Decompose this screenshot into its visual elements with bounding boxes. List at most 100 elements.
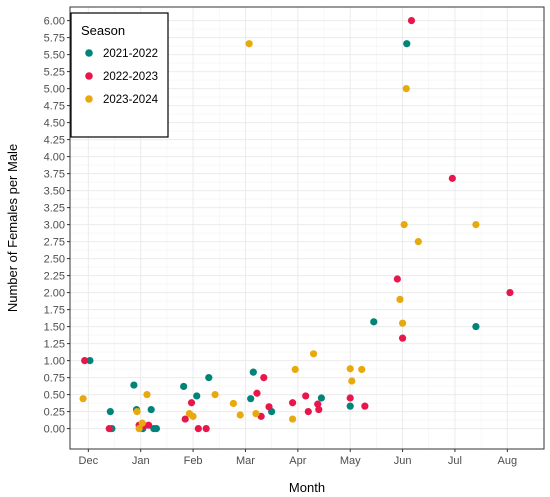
x-tick-label: Feb [184,455,203,467]
y-tick-label: 2.50 [44,254,65,266]
x-tick-label: Jul [448,455,462,467]
data-points [79,17,514,433]
y-tick-label: 5.75 [44,33,65,45]
data-point [106,408,114,416]
y-tick-label: 5.00 [44,84,65,96]
data-point [133,408,141,416]
data-point [144,421,153,429]
data-point [260,374,268,382]
data-point [187,399,196,407]
x-tick-label: Mar [236,455,255,467]
data-point [180,382,188,391]
data-point [181,415,189,423]
legend-label: 2022-2023 [103,71,158,83]
data-point [414,238,422,246]
y-tick-label: 0.75 [44,373,65,385]
y-tick-label: 3.00 [44,220,65,232]
x-tick-label: Dec [79,455,99,467]
x-tick-label: May [340,455,361,467]
data-point [304,408,312,416]
data-point [105,425,113,433]
data-point [247,395,255,403]
y-tick-label: 4.75 [44,101,65,113]
data-point [291,365,299,374]
y-tick-label: 6.00 [44,16,65,28]
legend-key [85,72,93,80]
y-tick-label: 2.25 [44,271,65,283]
data-point [229,399,238,408]
data-point [79,395,87,403]
legend-label: 2023-2024 [103,94,159,106]
data-point [317,394,326,402]
series-2021-2022 [86,40,480,433]
x-tick-label: Apr [289,455,306,467]
data-point [358,365,366,374]
legend-key [85,95,93,103]
y-tick-label: 5.25 [44,67,65,79]
data-point [193,392,201,400]
data-point [194,425,202,433]
data-point [309,350,318,358]
y-tick-label: 1.75 [44,305,65,317]
y-tick-label: 0.50 [44,390,65,402]
data-point [472,323,480,331]
y-tick-label: 2.75 [44,237,65,249]
legend-key [85,49,93,57]
y-tick-label: 0.25 [44,407,65,419]
x-tick-label: Jan [132,455,150,467]
data-point [346,402,354,410]
data-point [302,392,310,400]
data-point [370,318,378,326]
data-point [288,415,297,423]
data-point [143,391,151,399]
data-point [202,425,210,433]
data-point [211,391,219,399]
data-point [403,40,411,48]
y-tick-label: 1.25 [44,339,65,351]
x-axis: Dec Jan Feb Mar Apr May Jun Jul Aug [79,449,518,467]
data-point [252,410,260,418]
data-point [265,403,273,411]
data-point [346,394,354,402]
y-tick-label: 5.50 [44,50,65,62]
y-tick-label: 1.50 [44,322,65,334]
data-point [407,17,416,25]
y-tick-label: 2.00 [44,288,65,300]
x-axis-title: Month [289,480,325,495]
y-tick-label: 4.25 [44,135,65,147]
data-point [152,425,161,433]
y-tick-label: 4.50 [44,118,65,130]
data-point [205,374,213,382]
y-tick-label: 4.00 [44,152,65,164]
data-point [288,399,297,407]
y-tick-label: 3.75 [44,169,65,181]
data-point [189,412,197,420]
x-tick-label: Jun [394,455,412,467]
data-point [135,425,143,433]
grid-lines [70,7,544,449]
data-point [130,381,138,389]
data-point [314,400,322,408]
data-point [245,40,253,48]
y-tick-label: 3.25 [44,203,65,215]
data-point [348,377,356,385]
y-tick-label: 0.00 [44,424,65,436]
data-point [393,275,401,283]
data-point [236,411,244,419]
data-point [396,295,404,303]
y-axis-title: Number of Females per Male [5,144,20,312]
data-point [506,289,514,297]
data-point [448,174,456,182]
data-point [346,365,354,373]
data-point [400,221,408,229]
plot-panel-border [69,6,545,450]
y-tick-label: 3.50 [44,186,65,198]
legend-label: 2021-2022 [103,48,158,60]
data-point [81,357,89,365]
y-axis: 0.00 0.25 0.50 0.75 1.00 1.25 1.50 1.75 2.00 2.25… [44,16,70,436]
data-point [86,357,94,365]
data-point [147,405,155,414]
legend: Season 2021-2022 2022-2023 2023-2024 [70,12,169,138]
x-tick-label: Aug [498,455,518,467]
